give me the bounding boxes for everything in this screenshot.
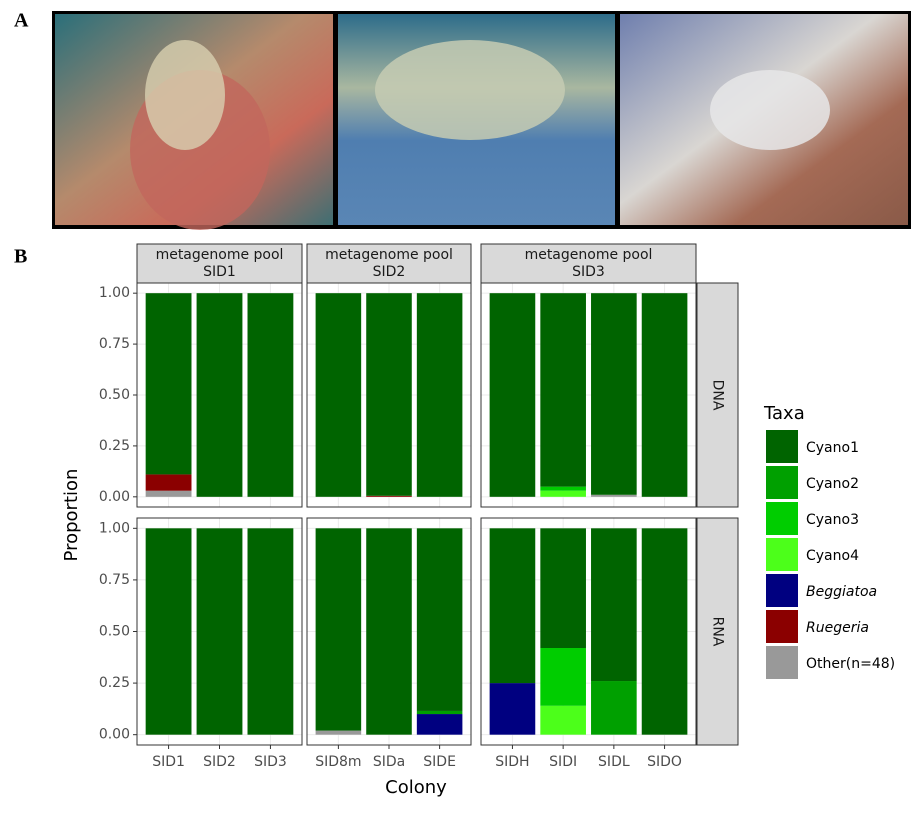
bar-segment	[315, 293, 362, 497]
bar-segment	[489, 293, 536, 497]
x-tick-label: SIDa	[373, 754, 405, 770]
facet-strip-label: SID3	[572, 264, 605, 280]
bar-segment	[641, 528, 688, 735]
bar-segment	[540, 490, 586, 497]
x-tick-label: SIDH	[495, 754, 529, 770]
bar-segment	[416, 710, 463, 715]
legend-label: Beggiatoa	[806, 584, 877, 600]
panel-border	[480, 282, 697, 508]
bar-segment	[540, 486, 586, 491]
y-tick-label: 0.00	[99, 489, 130, 505]
facet-strip	[696, 517, 739, 746]
bar-segment	[591, 494, 637, 497]
bar-segment	[247, 293, 294, 497]
bar-segment	[366, 293, 412, 496]
x-axis-title: Colony	[385, 777, 447, 798]
panel-border	[306, 282, 472, 508]
x-tick-label: SIDE	[423, 754, 456, 770]
bar-segment	[315, 730, 362, 735]
legend-key	[766, 646, 798, 679]
panel-label: B	[14, 246, 27, 268]
photo-detail	[145, 40, 225, 150]
bar-segment	[366, 528, 412, 735]
facet-strip-label: RNA	[710, 617, 726, 647]
facet-strip	[480, 243, 697, 284]
y-tick-label: 0.00	[99, 727, 130, 743]
bar-segment	[489, 528, 536, 684]
bar-segment	[196, 293, 243, 497]
bar-segment	[145, 474, 192, 491]
panel-label: A	[14, 10, 29, 32]
bar-segment	[540, 705, 586, 735]
panel-border	[480, 517, 697, 746]
y-tick-label: 0.50	[99, 387, 130, 403]
y-axis-title: Proportion	[61, 469, 82, 562]
bar-segment	[145, 293, 192, 475]
y-tick-label: 0.25	[99, 675, 130, 691]
bar-segment	[540, 528, 586, 649]
legend-label: Cyano4	[806, 548, 859, 564]
bar-segment	[591, 528, 637, 682]
facet-strip-label: SID1	[203, 264, 236, 280]
bar-segment	[247, 528, 294, 735]
bar-segment	[591, 681, 637, 735]
y-tick-label: 0.50	[99, 624, 130, 640]
legend-label: Other(n=48)	[806, 656, 895, 672]
legend-title: Taxa	[763, 403, 805, 424]
legend-label: Cyano3	[806, 512, 859, 528]
legend-label: Cyano2	[806, 476, 859, 492]
legend-label: Cyano1	[806, 440, 859, 456]
photo-strip	[52, 11, 911, 230]
bar-segment	[145, 528, 192, 735]
legend-key	[766, 502, 798, 535]
facet-strip-label: DNA	[710, 380, 726, 411]
facet-strip-label: metagenome pool	[156, 247, 284, 263]
x-tick-label: SID8m	[315, 754, 361, 770]
bar-segment	[366, 495, 412, 497]
legend-key	[766, 466, 798, 499]
bar-segment	[540, 648, 586, 706]
bar-segment	[489, 683, 536, 735]
legend-label: Ruegeria	[806, 620, 869, 636]
photo-detail	[375, 40, 565, 140]
legend-key	[766, 574, 798, 607]
facet-strip-label: metagenome pool	[525, 247, 653, 263]
facet-strip-label: SID2	[373, 264, 406, 280]
bar-segment	[540, 293, 586, 487]
bar-segment	[196, 528, 243, 735]
bar-segment	[416, 293, 463, 497]
bar-segment	[591, 293, 637, 495]
legend-key	[766, 538, 798, 571]
bar-segment	[416, 528, 463, 711]
bar-segment	[416, 714, 463, 735]
x-tick-label: SIDI	[549, 754, 577, 770]
bar-segment	[315, 528, 362, 731]
photo-detail	[710, 70, 830, 150]
x-tick-label: SID1	[152, 754, 185, 770]
y-tick-label: 1.00	[99, 285, 130, 301]
legend-key	[766, 610, 798, 643]
facet-strip	[696, 282, 739, 508]
bar-segment	[145, 490, 192, 497]
bar-segment	[641, 293, 688, 497]
y-tick-label: 0.25	[99, 438, 130, 454]
facet-strip	[136, 243, 303, 284]
y-tick-label: 1.00	[99, 520, 130, 536]
y-tick-label: 0.75	[99, 572, 130, 588]
x-tick-label: SID3	[254, 754, 287, 770]
x-tick-label: SIDL	[598, 754, 630, 770]
facet-strip	[306, 243, 472, 284]
x-tick-label: SID2	[203, 754, 236, 770]
facet-strip-label: metagenome pool	[325, 247, 453, 263]
legend-key	[766, 430, 798, 463]
x-tick-label: SIDO	[647, 754, 682, 770]
y-tick-label: 0.75	[99, 336, 130, 352]
